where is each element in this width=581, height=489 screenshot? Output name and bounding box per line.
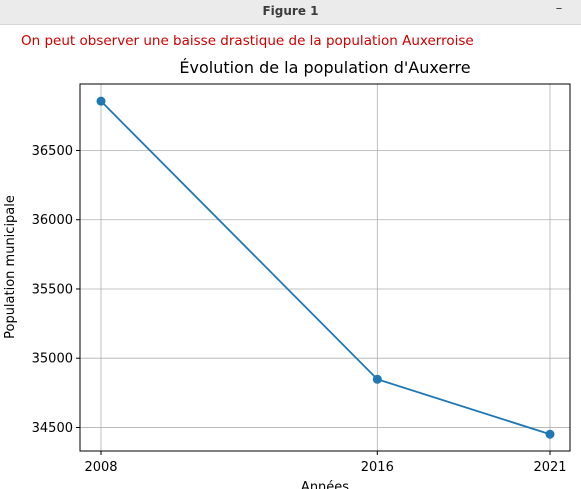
chart-title: Évolution de la population d'Auxerre — [179, 58, 470, 77]
grid — [80, 84, 570, 451]
annotation-text: On peut observer une baisse drastique de… — [21, 33, 474, 49]
data-point — [96, 96, 106, 106]
window-titlebar: Figure 1 – — [0, 0, 581, 25]
x-axis: 2008 2016 2021 — [84, 451, 567, 475]
x-axis-label: Années — [301, 480, 349, 489]
data-point — [372, 374, 382, 384]
y-tick-label: 36000 — [32, 213, 73, 228]
y-axis: 34500 35000 35500 36000 36500 — [32, 144, 80, 436]
y-tick-label: 34500 — [32, 421, 73, 436]
x-tick-label: 2016 — [361, 460, 394, 475]
y-tick-label: 35000 — [32, 352, 73, 367]
y-tick-label: 35500 — [32, 282, 73, 297]
y-axis-label: Population municipale — [3, 195, 18, 339]
data-point — [545, 429, 555, 439]
window-title: Figure 1 — [262, 4, 319, 18]
minimize-button[interactable]: – — [555, 1, 563, 16]
series-group — [96, 96, 555, 439]
x-tick-label: 2021 — [533, 460, 566, 475]
plot-frame — [79, 83, 571, 452]
y-tick-label: 36500 — [32, 144, 73, 159]
x-tick-label: 2008 — [84, 460, 117, 475]
series-line — [100, 100, 551, 436]
